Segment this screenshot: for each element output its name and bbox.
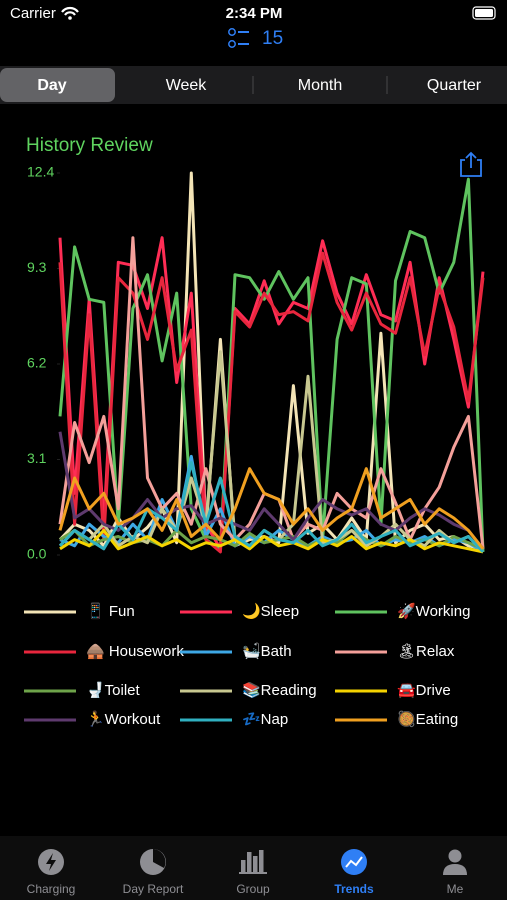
- y-tick-label: 9.3: [27, 259, 47, 275]
- legend-label: 📱 Fun: [86, 602, 135, 620]
- legend-label: 🏝Relax: [397, 643, 455, 660]
- y-tick-label: 3.1: [27, 450, 47, 466]
- count: 15: [262, 28, 283, 49]
- legend-label: 🛀Bath: [242, 642, 292, 660]
- tab-icon: [46, 853, 56, 871]
- legend-label: 🚽Toilet: [86, 681, 141, 699]
- tab-icon: [443, 864, 467, 875]
- series-line: [58, 177, 485, 552]
- tab-item[interactable]: Charging: [27, 849, 76, 896]
- tab-icon: [247, 852, 252, 872]
- legend-label: 📚Reading: [242, 681, 317, 699]
- segment[interactable]: Week: [166, 77, 208, 94]
- segment[interactable]: Quarter: [427, 77, 482, 94]
- tab-label: Group: [236, 882, 270, 896]
- tab-label: Day Report: [123, 882, 184, 896]
- tab-item[interactable]: Me: [443, 849, 467, 897]
- legend-label: 🛖 Housework: [86, 643, 184, 660]
- tab-icon: [253, 856, 258, 872]
- tab-icon: [341, 849, 367, 875]
- clock: 2:34 PM: [226, 5, 283, 22]
- tab-icon: [239, 872, 267, 874]
- y-tick-label: 12.4: [27, 164, 54, 180]
- tab-icon: [345, 856, 363, 868]
- segment[interactable]: Day: [37, 77, 66, 94]
- carrier: Carrier: [10, 5, 56, 22]
- tab-item[interactable]: Day Report: [123, 849, 184, 896]
- tab-item[interactable]: Trends: [334, 849, 374, 896]
- series-line: [58, 467, 485, 550]
- tab-icon: [153, 849, 166, 868]
- legend-label: 🥘Eating: [397, 709, 458, 728]
- series-line: [58, 461, 485, 553]
- wifi-icon: [61, 6, 79, 16]
- tab-label: Trends: [334, 882, 374, 896]
- tab-item[interactable]: Group: [236, 850, 270, 896]
- list-icon: [228, 28, 249, 48]
- legend-label: 💤Nap: [242, 711, 288, 728]
- battery: [472, 6, 496, 20]
- tab-label: Me: [447, 882, 464, 896]
- tab-icon: [448, 849, 462, 863]
- chart-title: History Review: [26, 135, 153, 156]
- legend-label: 🏃Workout: [86, 710, 161, 728]
- battery-level: [475, 9, 493, 17]
- segment-selected: [0, 68, 115, 102]
- legend-label: 🚀Working: [397, 602, 470, 620]
- series-line: [59, 528, 484, 554]
- legend-label: 🚘Drive: [397, 682, 451, 699]
- tab-label: Charging: [27, 882, 76, 896]
- tab-icon: [241, 860, 246, 872]
- tab-icon: [259, 850, 264, 872]
- y-tick-label: 0.0: [27, 546, 47, 562]
- wifi-dot: [68, 16, 72, 20]
- y-tick-label: 6.2: [27, 355, 47, 371]
- share-button[interactable]: [460, 151, 482, 177]
- legend-label: 🌙Sleep: [242, 602, 299, 620]
- segment[interactable]: Month: [298, 77, 342, 94]
